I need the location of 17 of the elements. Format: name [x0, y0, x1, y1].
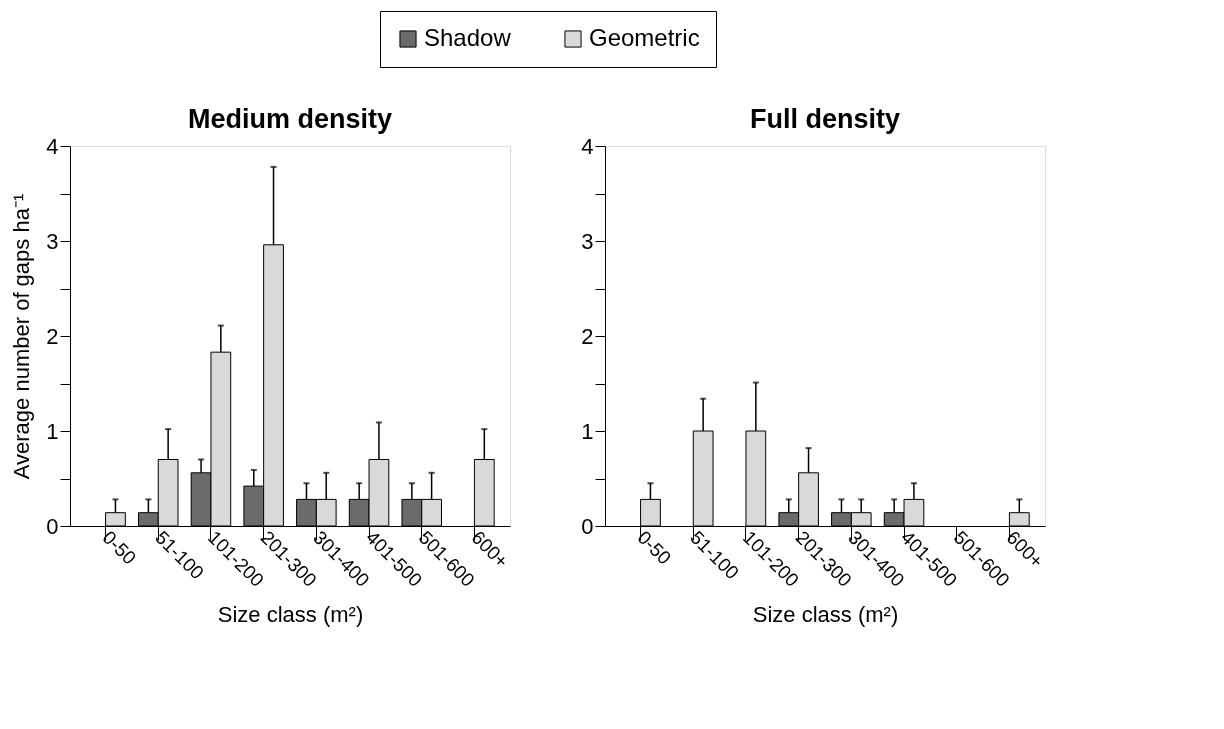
y-tick-label: 4: [581, 133, 594, 159]
chart-title: Full density: [749, 104, 901, 134]
x-axis-title: Size class (m²): [752, 601, 899, 627]
legend-label: Shadow: [424, 24, 512, 51]
y-tick-label: 1: [581, 418, 594, 444]
y-tick-label: 4: [46, 133, 59, 159]
y-axis-title: Average number of gaps ha⁻¹: [9, 193, 35, 480]
chart-title: Medium density: [187, 104, 393, 134]
y-tick-label: 2: [46, 323, 59, 349]
y-tick-label: 2: [581, 323, 594, 349]
y-tick-label: 3: [46, 228, 59, 254]
y-tick-label: 0: [581, 513, 594, 539]
y-tick-label: 1: [46, 418, 59, 444]
y-tick-label: 0: [46, 513, 59, 539]
y-tick-label: 3: [581, 228, 594, 254]
x-axis-title: Size class (m²): [217, 601, 364, 627]
legend-label: Geometric: [589, 24, 700, 51]
